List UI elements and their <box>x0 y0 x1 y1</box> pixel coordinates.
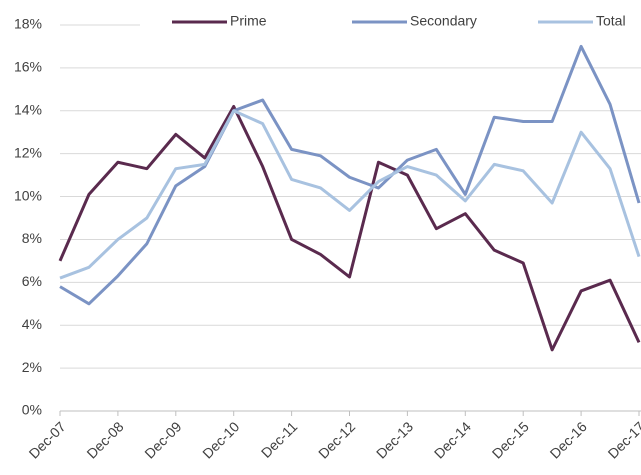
y-tick-label: 6% <box>22 273 42 289</box>
x-tick-label: Dec-15 <box>489 418 532 461</box>
y-tick-label: 12% <box>14 144 42 160</box>
x-tick-label: Dec-12 <box>315 418 358 461</box>
y-tick-label: 18% <box>14 16 42 32</box>
legend-label: Prime <box>230 13 267 29</box>
x-tick-label: Dec-10 <box>199 418 242 461</box>
x-tick-label: Dec-16 <box>547 418 590 461</box>
x-tick-label: Dec-07 <box>26 418 69 461</box>
legend-label: Total <box>596 13 626 29</box>
series-line <box>59 109 641 280</box>
y-tick-label: 16% <box>14 59 42 75</box>
y-tick-label: 0% <box>22 402 42 418</box>
x-tick-label: Dec-17 <box>605 418 641 461</box>
y-tick-label: 4% <box>22 316 42 332</box>
x-tick-label: Dec-14 <box>431 418 474 461</box>
legend-label: Secondary <box>410 13 477 29</box>
y-tick-label: 8% <box>22 230 42 246</box>
x-tick-label: Dec-11 <box>258 418 301 461</box>
x-tick-label: Dec-08 <box>83 418 126 461</box>
y-tick-label: 10% <box>14 187 42 203</box>
x-tick-label: Dec-09 <box>141 418 184 461</box>
series-line <box>58 104 641 352</box>
series-line <box>59 44 641 306</box>
y-tick-label: 14% <box>14 101 42 117</box>
y-tick-label: 2% <box>22 359 42 375</box>
x-tick-label: Dec-13 <box>373 418 416 461</box>
